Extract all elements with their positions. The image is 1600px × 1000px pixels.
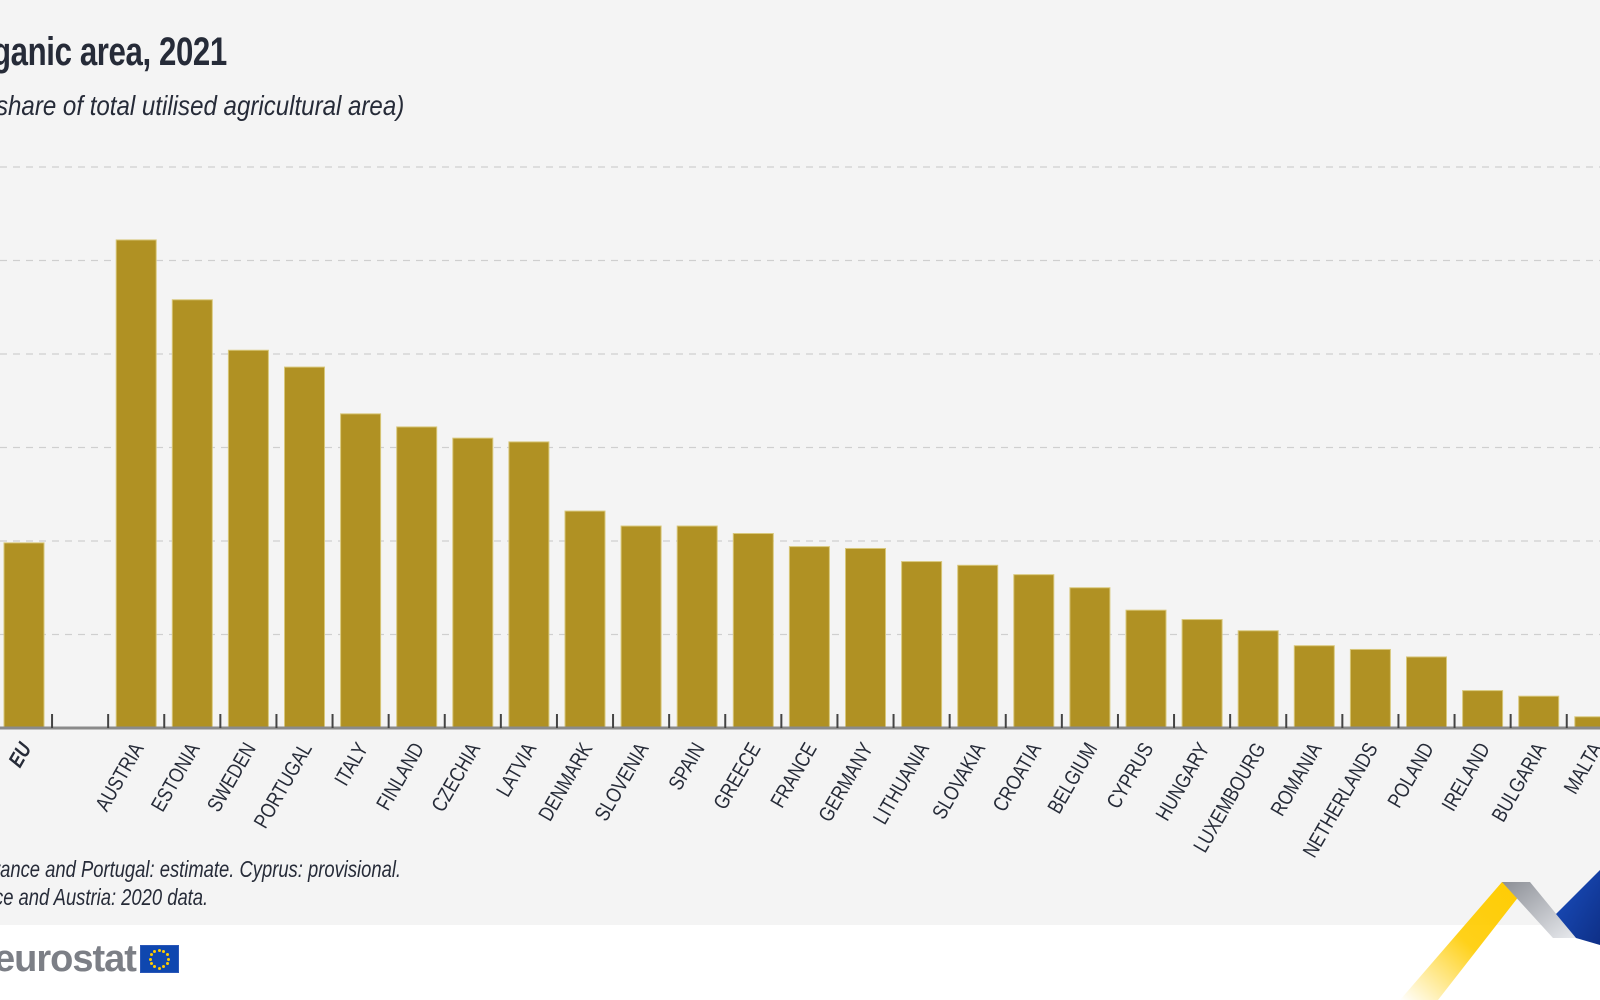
- x-label-finland: FINLAND: [373, 739, 430, 814]
- x-label-greece: GREECE: [710, 739, 766, 813]
- bar-lithuania: [901, 561, 943, 729]
- bar-portugal: [284, 366, 325, 729]
- chart-title: ganic area, 2021: [0, 30, 227, 74]
- bar-cyprus: [1125, 609, 1167, 729]
- footnote-2: ce and Austria: 2020 data.: [0, 884, 209, 910]
- x-label-croatia: CROATIA: [989, 739, 1047, 816]
- x-label-bulgaria: BULGARIA: [1488, 739, 1551, 826]
- flag-star-icon: [166, 957, 170, 961]
- bar-greece: [732, 533, 774, 729]
- x-label-spain: SPAIN: [665, 739, 710, 794]
- flag-star-icon: [153, 949, 157, 953]
- footnote-1: rance and Portugal: estimate. Cyprus: pr…: [0, 856, 402, 882]
- flag-star-icon: [165, 953, 169, 956]
- bar-poland: [1406, 656, 1447, 729]
- eurostat-ribbon-icon: [1400, 870, 1600, 1000]
- bar-hungary: [1181, 619, 1223, 729]
- bar-slovenia: [620, 525, 662, 729]
- x-label-cyprus: CYPRUS: [1103, 739, 1159, 813]
- flag-star-icon: [150, 953, 154, 956]
- bar-belgium: [1069, 587, 1111, 729]
- eurostat-logo: eurostat: [0, 940, 179, 978]
- flag-star-icon: [157, 948, 161, 952]
- x-label-slovenia: SLOVENIA: [591, 739, 654, 825]
- x-label-lithuania: LITHUANIA: [870, 739, 935, 828]
- bar-czechia: [452, 437, 494, 729]
- bar-italy: [340, 413, 382, 729]
- eu-flag-icon: [139, 945, 179, 973]
- x-label-malta: MALTA: [1560, 739, 1600, 798]
- bar-france: [788, 546, 830, 729]
- ribbon-yellow: [1400, 882, 1530, 1000]
- x-label-ireland: IRELAND: [1438, 739, 1495, 815]
- flag-star-icon: [162, 965, 166, 969]
- bar-spain: [676, 525, 718, 729]
- x-label-poland: POLAND: [1384, 739, 1439, 812]
- x-label-romania: ROMANIA: [1267, 739, 1327, 820]
- x-label-denmark: DENMARK: [535, 739, 598, 825]
- footnotes: rance and Portugal: estimate. Cyprus: pr…: [0, 855, 401, 911]
- bar-denmark: [564, 510, 606, 729]
- flag-star-icon: [153, 965, 157, 969]
- x-label-italy: ITALY: [331, 739, 374, 790]
- flag-star-icon: [150, 962, 154, 965]
- flag-star-icon: [162, 949, 166, 953]
- flag-star-icon: [165, 962, 169, 965]
- x-label-portugal: PORTUGAL: [250, 739, 317, 832]
- flag-star-icon: [148, 957, 152, 961]
- bar-eu: [3, 542, 45, 729]
- x-label-sweden: SWEDEN: [203, 739, 261, 816]
- bar-bulgaria: [1518, 695, 1560, 729]
- x-label-austria: AUSTRIA: [92, 739, 149, 815]
- x-label-hungary: HUNGARY: [1152, 739, 1215, 825]
- x-label-latvia: LATVIA: [493, 739, 542, 801]
- bars: [3, 239, 1600, 729]
- bar-estonia: [171, 299, 213, 729]
- bar-croatia: [1013, 574, 1055, 729]
- bar-germany: [845, 547, 886, 729]
- ribbon-grey: [1502, 882, 1576, 938]
- bar-finland: [396, 426, 438, 729]
- logo-text: eurostat: [0, 938, 137, 980]
- x-label-germany: GERMANY: [815, 739, 878, 826]
- x-label-czechia: CZECHIA: [428, 739, 486, 816]
- bar-netherlands: [1349, 648, 1391, 729]
- x-axis: [0, 714, 1600, 730]
- bar-romania: [1293, 645, 1335, 729]
- bar-latvia: [508, 441, 550, 729]
- x-label-belgium: BELGIUM: [1044, 739, 1103, 818]
- x-label-estonia: ESTONIA: [148, 739, 206, 816]
- x-label-slovakia: SLOVAKIA: [929, 739, 991, 823]
- bar-sweden: [227, 349, 269, 729]
- subtitle-text: share of total utilised agricultural are…: [0, 90, 405, 121]
- bar-luxembourg: [1237, 630, 1279, 729]
- bar-slovakia: [957, 564, 999, 729]
- flag-star-icon: [157, 966, 161, 970]
- x-label-eu: EU: [5, 738, 37, 771]
- ribbon-blue: [1556, 870, 1600, 945]
- bar-austria: [115, 239, 157, 729]
- bar-ireland: [1462, 690, 1504, 729]
- chart-subtitle: share of total utilised agricultural are…: [0, 90, 404, 122]
- x-label-france: FRANCE: [767, 739, 822, 812]
- bar-malta: [1574, 716, 1600, 729]
